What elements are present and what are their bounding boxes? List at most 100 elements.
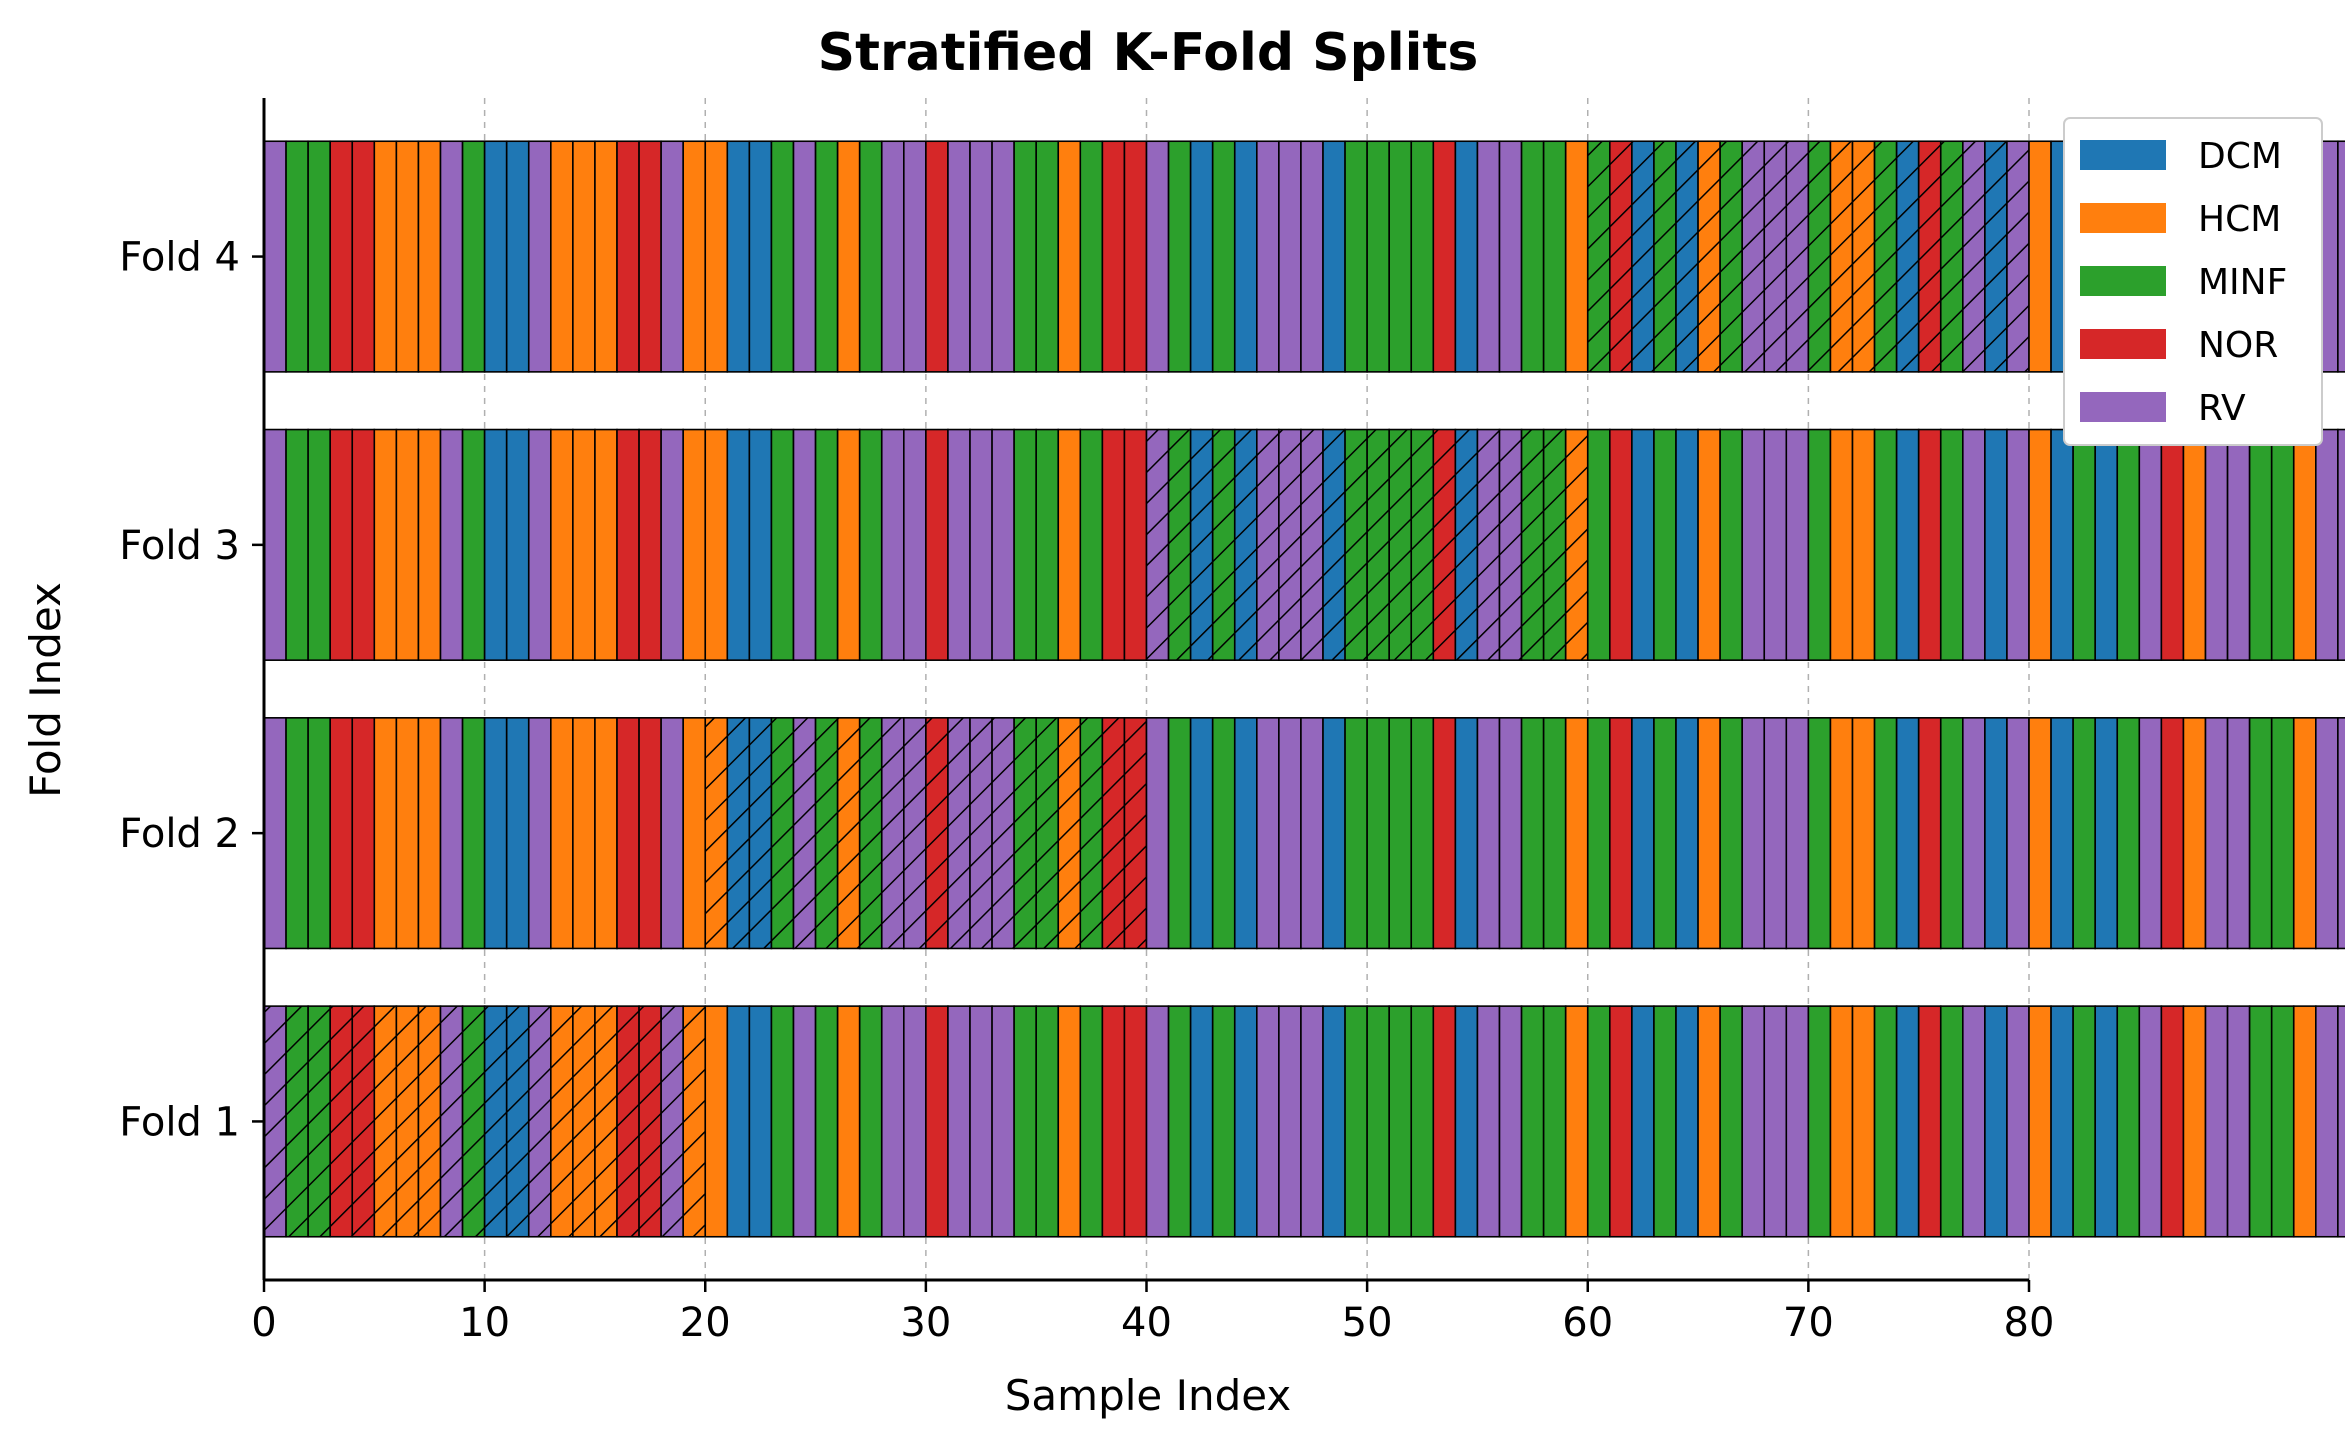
bar-segment xyxy=(1829,428,1854,661)
test-hatch xyxy=(2006,141,2029,372)
bar-segment xyxy=(1388,140,1413,373)
bar-segment xyxy=(1807,428,1832,661)
bar-segment xyxy=(2094,428,2119,661)
bar-segment xyxy=(2204,428,2229,661)
bar-segment xyxy=(1939,1005,1964,1238)
bar-segment xyxy=(1211,717,1236,950)
bar-segment xyxy=(726,140,751,373)
test-hatch xyxy=(1962,141,1985,372)
bar-segment xyxy=(704,140,729,373)
bar-segment xyxy=(858,140,883,373)
bar-segment xyxy=(1101,1005,1126,1238)
bar-segment xyxy=(1807,717,1832,950)
bar-segment xyxy=(1432,1005,1457,1238)
bar-segment xyxy=(2072,428,2096,661)
bar-segment xyxy=(1542,717,1567,950)
test-hatch xyxy=(1300,429,1323,661)
bar-segment xyxy=(2116,717,2141,950)
bar-segment xyxy=(704,428,729,661)
bar-segment xyxy=(1586,1005,1611,1238)
bar-segment xyxy=(572,428,596,661)
bar-segment xyxy=(527,717,552,950)
bar-segment xyxy=(2006,717,2030,950)
bar-segment xyxy=(2182,1005,2207,1238)
bar-segment xyxy=(2028,1005,2052,1238)
bar-segment xyxy=(638,140,662,373)
test-hatch xyxy=(528,1006,551,1237)
x-axis-label: Sample Index xyxy=(1005,1371,1291,1420)
bar-segment xyxy=(1123,140,1148,373)
bar-segment xyxy=(2270,1005,2295,1238)
bar-segment xyxy=(682,717,707,950)
bar-segment xyxy=(1079,428,1104,661)
test-hatch xyxy=(1676,141,1699,372)
bar-segment xyxy=(1939,428,1964,661)
bar-segment xyxy=(880,1005,905,1238)
bar-segment xyxy=(1675,1005,1699,1238)
bar-segment xyxy=(1256,1005,1280,1238)
test-hatch xyxy=(1631,141,1654,372)
test-hatch xyxy=(1653,141,1676,372)
legend-label: HCM xyxy=(2198,199,2281,240)
bar-segment xyxy=(2006,428,2030,661)
bar-segment xyxy=(373,717,398,950)
bars xyxy=(263,140,2345,1238)
bar-segment xyxy=(991,1005,1015,1238)
test-hatch xyxy=(1786,141,1809,372)
test-hatch xyxy=(1212,429,1235,661)
test-hatch xyxy=(1764,141,1787,372)
bar-segment xyxy=(483,140,508,373)
test-hatch xyxy=(1521,429,1544,661)
test-hatch xyxy=(594,1006,617,1237)
bar-segment xyxy=(1233,717,1258,950)
bar-segment xyxy=(2204,1005,2229,1238)
bar-segment xyxy=(2337,1005,2345,1238)
bar-segment xyxy=(1763,1005,1788,1238)
test-hatch xyxy=(462,1006,485,1237)
bar-segment xyxy=(1586,717,1611,950)
bar-segment xyxy=(2292,1005,2317,1238)
legend-label: DCM xyxy=(2198,136,2282,177)
bar-segment xyxy=(2094,717,2119,950)
bar-segment xyxy=(1719,717,1743,950)
bar-segment xyxy=(903,1005,927,1238)
bar-segment xyxy=(461,428,486,661)
bar-segment xyxy=(1300,140,1324,373)
bar-segment xyxy=(836,428,861,661)
bar-segment xyxy=(505,428,530,661)
test-hatch xyxy=(1609,141,1632,372)
bar-segment xyxy=(1564,1005,1589,1238)
bar-segment xyxy=(1388,1005,1413,1238)
bar-segment xyxy=(2182,717,2207,950)
bar-segment xyxy=(1322,717,1346,950)
bar-segment xyxy=(1454,717,1479,950)
test-hatch xyxy=(793,717,816,949)
bar-segment xyxy=(1873,1005,1898,1238)
bar-segment xyxy=(1035,1005,1060,1238)
test-hatch xyxy=(396,1006,419,1237)
bar-segment xyxy=(1013,1005,1037,1238)
bar-segment xyxy=(439,140,464,373)
bar-segment xyxy=(1256,140,1280,373)
bar-segment xyxy=(1498,717,1523,950)
bar-segment xyxy=(483,428,508,661)
test-hatch xyxy=(572,1006,595,1237)
y-tick-label: Fold 3 xyxy=(119,523,240,569)
x-tick-label: 10 xyxy=(459,1300,510,1346)
legend-label: RV xyxy=(2198,388,2246,429)
test-hatch xyxy=(992,717,1015,949)
bar-segment xyxy=(550,140,574,373)
bar-segment xyxy=(1189,1005,1214,1238)
bar-segment xyxy=(969,1005,993,1238)
bar-segment xyxy=(1609,1005,1633,1238)
bar-segment xyxy=(1962,1005,1986,1238)
test-hatch xyxy=(1411,429,1434,661)
bar-segment xyxy=(880,428,905,661)
bar-segment xyxy=(903,428,927,661)
bar-segment xyxy=(263,428,287,661)
bar-segment xyxy=(594,140,618,373)
test-hatch xyxy=(1323,429,1346,661)
bar-segment xyxy=(1763,717,1788,950)
bar-segment xyxy=(1829,1005,1854,1238)
